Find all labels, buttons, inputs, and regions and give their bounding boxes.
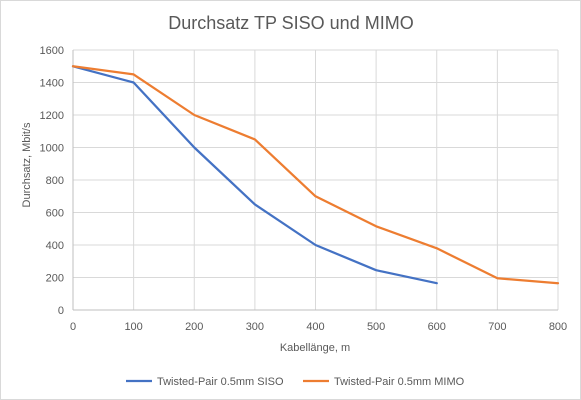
y-tick-label: 1400: [40, 78, 64, 90]
y-tick-label: 1600: [40, 45, 64, 57]
x-tick-label: 700: [488, 321, 506, 333]
chart-title: Durchsatz TP SISO und MIMO: [168, 13, 413, 33]
x-tick-label: 800: [549, 321, 567, 333]
x-tick-label: 400: [306, 321, 324, 333]
x-tick-label: 500: [367, 321, 385, 333]
y-tick-label: 1200: [40, 110, 64, 122]
y-tick-label: 600: [46, 208, 64, 220]
x-tick-label: 0: [70, 321, 76, 333]
x-tick-label: 300: [246, 321, 264, 333]
series-line-siso: [71, 65, 438, 285]
y-axis-title: Durchsatz, Mbit/s: [21, 122, 33, 207]
grid-lines: [73, 49, 559, 310]
x-tick-label: 600: [428, 321, 446, 333]
y-tick-label: 1000: [40, 143, 64, 155]
y-tick-label: 800: [46, 175, 64, 187]
y-tick-label: 200: [46, 273, 64, 285]
series-line-mimo: [71, 65, 560, 285]
legend-label: Twisted-Pair 0.5mm MIMO: [334, 376, 465, 388]
y-tick-label: 400: [46, 240, 64, 252]
x-axis-title: Kabellänge, m: [280, 342, 350, 354]
x-tick-label: 200: [185, 321, 203, 333]
legend-label: Twisted-Pair 0.5mm SISO: [157, 376, 284, 388]
series-lines: [71, 65, 560, 285]
x-tick-label: 100: [124, 321, 142, 333]
y-tick-label: 0: [58, 305, 64, 317]
legend: Twisted-Pair 0.5mm SISO Twisted-Pair 0.5m…: [126, 376, 465, 388]
axes: 0 200 400 600 800 1000 1200 1400 1600 0 100 200 300 4…: [40, 45, 568, 333]
